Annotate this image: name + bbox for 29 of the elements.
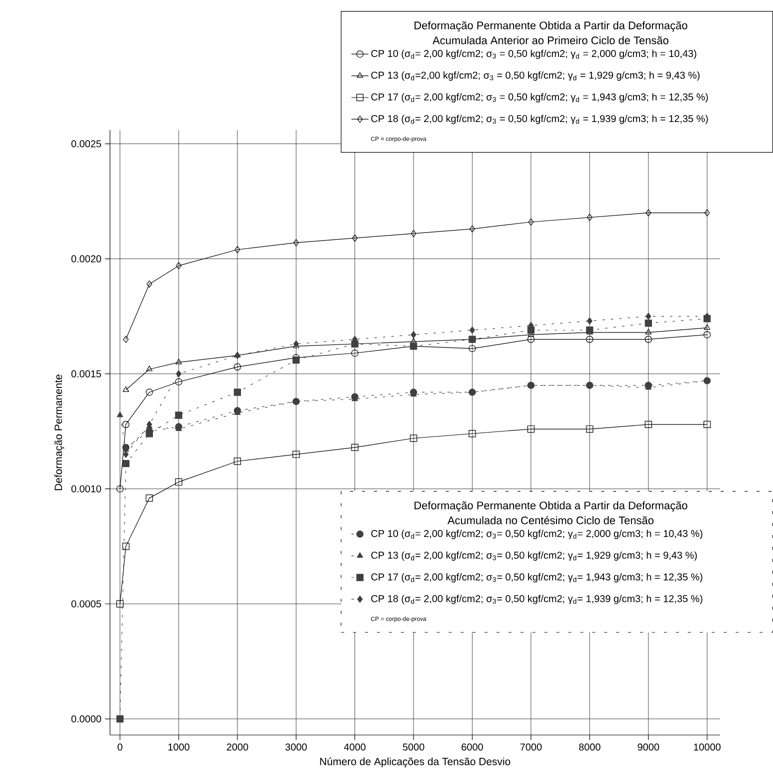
x-tick-label: 3000 — [285, 744, 307, 751]
text: Deformação Permanente Obtida a Partir da Deformação Acumulada Anterior ao Primeiro Ciclo de Tensão — [414, 21, 688, 44]
x-tick-label: 8000 — [579, 744, 600, 751]
x-tick-label: 5000 — [402, 744, 424, 751]
legend-label: CP 13 (σ$_{d}$= 2,00 kgf/cm2; σ$_{3}$= 0,50 kgf/cm2; γ$_{d}$= 1,929 g/cm3; h = 9,43 %) — [371, 551, 697, 561]
y-tick-label: 0.0015 — [71, 370, 102, 378]
legend-label: CP 17 (σ$_{d}$= 2,00 kgf/cm2; σ$_{3}$ = 0,50 kgf/cm2; γ$_{d}$ = 1,943 g/cm3; h = 12,35 %) — [371, 93, 708, 102]
legend-label: CP 10 (σ$_{d}$= 2,00 kgf/cm2; σ$_{3}$= 0,50 kgf/cm2; γ$_{d}$= 2,000 g/cm3; h = 10,43 %) — [371, 530, 702, 540]
y-tick-label: 0.0010 — [71, 485, 102, 492]
legend-label: CP 13 (σ$_{d}$=2,00 kgf/cm2; σ$_{3}$ = 0,50 kgf/cm2; γ$_{d}$ = 1,929 g/cm3; h = 9,43 %) — [371, 71, 700, 81]
x-axis-title: Número de Aplicações da Tensão Desvio — [320, 757, 510, 768]
y-axis-title: Deformação Permanente — [54, 374, 64, 490]
x-tick-label: 1000 — [168, 744, 190, 751]
legend-label: CP 18 (σ$_{d}$= 2,00 kgf/cm2; σ$_{3}$ = 0,50 kgf/cm2; γ$_{d}$ = 1,939 g/cm3; h = 12,35 %) — [371, 114, 708, 124]
legend-label: CP 17 (σ$_{d}$= 2,00 kgf/cm2; σ$_{3}$= 0,50 kgf/cm2; γ$_{d}$= 1,943 g/cm3; h = 12,35 %) — [371, 573, 702, 582]
x-tick-label: 7000 — [520, 744, 542, 751]
x-tick-label: 9000 — [638, 744, 660, 751]
x-tick-label: 0 — [118, 744, 122, 751]
x-tick-label: 2000 — [226, 744, 248, 751]
y-tick-label: 0.0020 — [71, 255, 102, 262]
annotation: Deformação Permanente Obtida a Partir da Deformação Acumulada no Centésimo Ciclo de Tensão — [414, 501, 688, 524]
legend-label: CP 10 (σ$_{d}$= 2,00 kgf/cm2; σ$_{3}$ = 0,50 kgf/cm2; γ$_{d}$ = 2,000 g/cm3; h = 10,43) — [371, 50, 696, 60]
x-tick-label: 10000 — [694, 744, 721, 751]
legend-label: CP 18 (σ$_{d}$= 2,00 kgf/cm2; σ$_{3}$= 0,50 kgf/cm2; γ$_{d}$= 1,939 g/cm3; h = 12,35 %) — [371, 594, 702, 604]
x-tick-label: 4000 — [344, 744, 366, 751]
y-tick-label: 0.0000 — [71, 715, 102, 722]
y-tick-label: 0.0025 — [71, 140, 102, 148]
x-tick-label: 6000 — [462, 744, 483, 751]
y-tick-label: 0.0005 — [71, 600, 102, 608]
